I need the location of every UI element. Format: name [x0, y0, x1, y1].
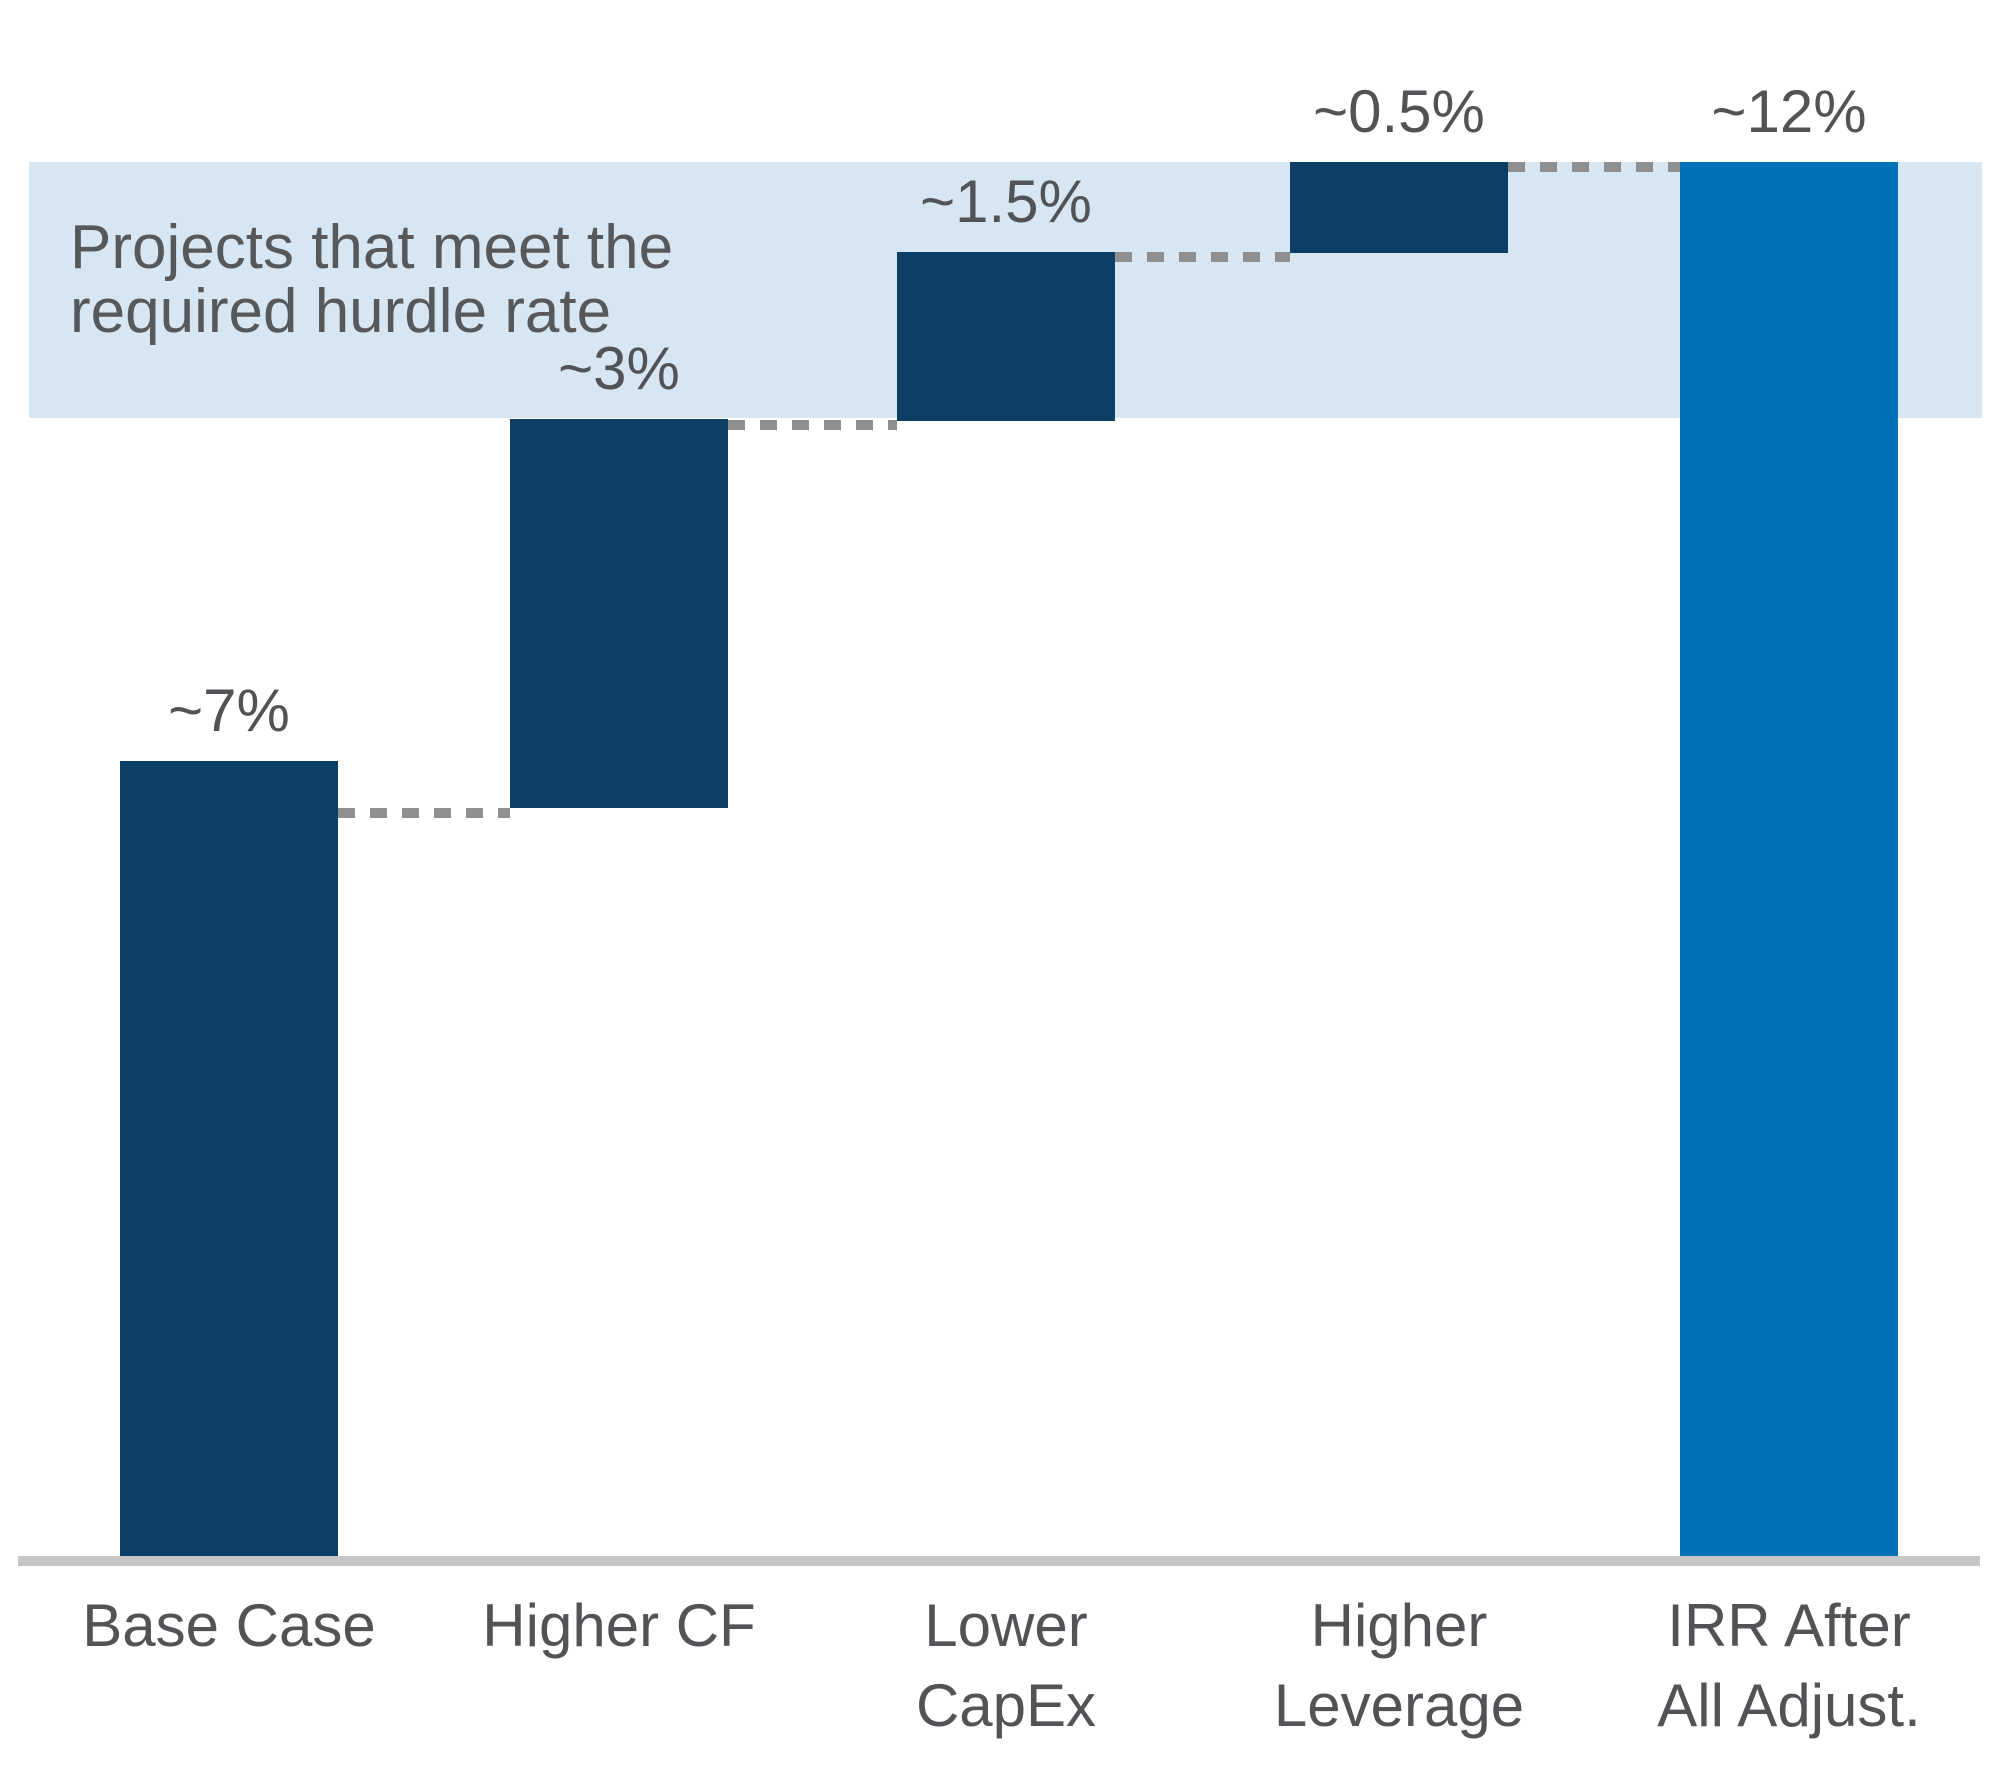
annotation-line-1: Projects that meet the — [70, 213, 674, 282]
connector-dashed-line-3 — [1115, 252, 1290, 262]
category-label-irr-after-all-adjust: IRR After All Adjust. — [1657, 1592, 1921, 1739]
value-label-base-case: ~7% — [168, 677, 290, 744]
hurdle-band-annotation: Projects that meet the required hurdle r… — [70, 216, 673, 344]
connector-dashed-line-4 — [1508, 162, 1680, 172]
bar-lower-capex — [897, 252, 1115, 421]
category-label-higher-cf: Higher CF — [482, 1592, 756, 1659]
value-label-irr-after-all-adjust: ~12% — [1711, 78, 1867, 145]
annotation-line-2: required hurdle rate — [70, 277, 612, 346]
bar-irr-after-all-adjust — [1680, 162, 1898, 1556]
bar-higher-cf — [510, 419, 728, 808]
category-label-higher-leverage: Higher Leverage — [1273, 1592, 1525, 1739]
x-axis-line — [18, 1556, 1980, 1566]
value-label-higher-leverage: ~0.5% — [1313, 78, 1485, 145]
bar-higher-leverage — [1290, 162, 1508, 253]
connector-dashed-line-1 — [338, 808, 510, 818]
category-label-lower-capex: Lower CapEx — [915, 1592, 1097, 1739]
category-label-base-case: Base Case — [82, 1592, 376, 1659]
value-label-higher-cf: ~3% — [558, 335, 680, 402]
bar-base-case — [120, 761, 338, 1556]
value-label-lower-capex: ~1.5% — [920, 168, 1092, 235]
connector-dashed-line-2 — [728, 420, 897, 430]
